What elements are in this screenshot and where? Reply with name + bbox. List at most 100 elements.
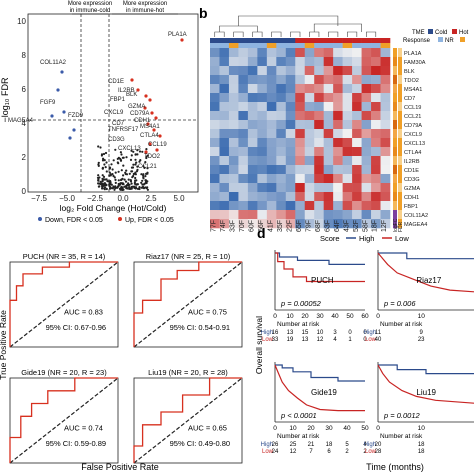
risk-cell-low: 24 <box>272 449 279 455</box>
risk-cell-high: 16 <box>272 330 279 336</box>
roc-subpanel: Gide19 (NR = 20, R = 23) AUC = 0.74 95% CI… <box>9 368 119 464</box>
survival-xtick: 10 <box>418 425 426 432</box>
volcano-point-ns <box>132 150 135 153</box>
heatmap-cell <box>266 138 277 148</box>
heatmap-cell <box>304 111 315 121</box>
heatmap-cell <box>333 66 343 76</box>
volcano-point-ns <box>102 157 105 160</box>
volcano-point-ns <box>145 155 148 158</box>
heatmap-cell <box>371 192 381 202</box>
risk-cell-high: 4 <box>363 442 367 448</box>
legend-cold-swatch <box>428 29 433 34</box>
heatmap-cell <box>295 192 306 202</box>
legend-tme-title: TME <box>412 30 425 36</box>
survival-panel-name: PUCH <box>311 276 334 285</box>
heatmap-cell <box>342 147 353 157</box>
roc-curve <box>9 377 118 463</box>
heatmap-cell <box>257 57 268 67</box>
heatmap-cell <box>247 129 258 139</box>
logfc-side-cell <box>393 147 397 157</box>
volcano-panel: −log₁₀ FDR 0 2 4 6 8 10 −7.5 −5.0 −2.5 0… <box>0 1 199 224</box>
volcano-point-ns <box>113 176 116 179</box>
heatmap-cell <box>210 219 220 229</box>
heatmap-cell <box>342 48 353 58</box>
volcano-point-ns <box>105 178 108 181</box>
heatmap-cell <box>361 120 372 130</box>
risk-cell-high: 0 <box>348 330 352 336</box>
arrow-right-label-line1: More expression <box>123 1 167 7</box>
fdr-side-cell <box>398 93 402 103</box>
volcano-xtick: 2.5 <box>145 194 157 203</box>
heatmap-cell <box>210 111 220 121</box>
heatmap-column-label: 65F <box>296 220 303 232</box>
volcano-point-ns <box>114 171 117 174</box>
volcano-point-ns <box>134 173 137 176</box>
volcano-point-ns <box>131 176 134 179</box>
heatmap-cell <box>352 48 362 58</box>
heatmap-cell <box>247 120 258 130</box>
heatmap-cell <box>333 129 343 139</box>
heatmap-column-label: 64F <box>334 220 341 232</box>
volcano-point-ns <box>97 145 100 148</box>
heatmap-cell <box>295 201 306 211</box>
volcano-point-ns <box>120 153 123 156</box>
tme-annotation-cell <box>380 38 391 43</box>
volcano-point-ns <box>112 185 115 188</box>
heatmap-cell <box>285 201 296 211</box>
heatmap-cell <box>304 147 315 157</box>
volcano-point-ns <box>107 180 110 183</box>
volcano-point-up <box>130 78 134 82</box>
volcano-point-ns <box>146 172 149 175</box>
response-annotation-cell <box>333 43 343 48</box>
heatmap-cell <box>247 138 258 148</box>
logfc-side-cell <box>393 66 397 76</box>
heatmap-cell <box>314 165 324 175</box>
heatmap-cell <box>371 219 381 229</box>
heatmap-cell <box>352 201 362 211</box>
heatmap-column-label: 66F <box>258 220 265 232</box>
heatmap-gene-label: GZMA <box>404 186 420 192</box>
heatmap-panel: b 77F 74F 33F 70F 60F 66F 41F 35F 22F 65F 79F 68F 63… <box>199 5 469 232</box>
heatmap-column-label: 41F <box>268 220 275 232</box>
volcano-point-ns <box>142 177 145 180</box>
volcano-point-ns <box>140 186 143 189</box>
fdr-side-cell <box>398 192 402 202</box>
heatmap-cell <box>238 111 249 121</box>
heatmap-gene-labels: PLA1A FAM30A BLK TDO2 MS4A1 CD7 CCL19 CCL21 CD79… <box>404 51 428 228</box>
heatmap-gene-label: BLK <box>404 69 415 75</box>
heatmap-cell <box>228 174 239 184</box>
heatmap-cell <box>276 102 287 112</box>
response-annotation-cell <box>361 43 372 48</box>
legend-response-title: Response <box>403 38 431 44</box>
volcano-point-ns <box>101 166 104 169</box>
heatmap-cell <box>210 57 220 67</box>
heatmap-cell <box>295 93 306 103</box>
volcano-point-up <box>155 148 159 152</box>
heatmap-cell <box>295 219 306 229</box>
volcano-point-ns <box>114 178 117 181</box>
heatmap-cell <box>323 84 334 94</box>
heatmap-cell <box>257 102 268 112</box>
heatmap-cell <box>238 192 249 202</box>
heatmap-cell <box>361 57 372 67</box>
survival-xtick: 10 <box>286 313 294 320</box>
volcano-point-ns <box>108 166 112 169</box>
volcano-point-ns <box>145 187 148 190</box>
heatmap-cell <box>342 120 353 130</box>
volcano-point-ns <box>134 176 137 180</box>
volcano-ytick: 0 <box>22 187 27 196</box>
heatmap-cell <box>295 156 306 166</box>
survival-xlabel: Time (months) <box>366 462 424 472</box>
fdr-side-cell <box>398 48 402 58</box>
column-annotation-bar <box>210 38 391 48</box>
survival-xtick: 0 <box>273 313 277 320</box>
risk-cell-high: 18 <box>418 442 425 448</box>
volcano-point-ns <box>124 171 127 174</box>
fdr-side-cell <box>398 165 402 175</box>
heatmap-cell <box>304 93 315 103</box>
survival-xtick: 0 <box>273 425 277 432</box>
volcano-point-ns <box>108 171 111 174</box>
heatmap-cell <box>352 102 362 112</box>
volcano-point-ns <box>144 179 147 182</box>
heatmap-cell <box>228 192 239 202</box>
